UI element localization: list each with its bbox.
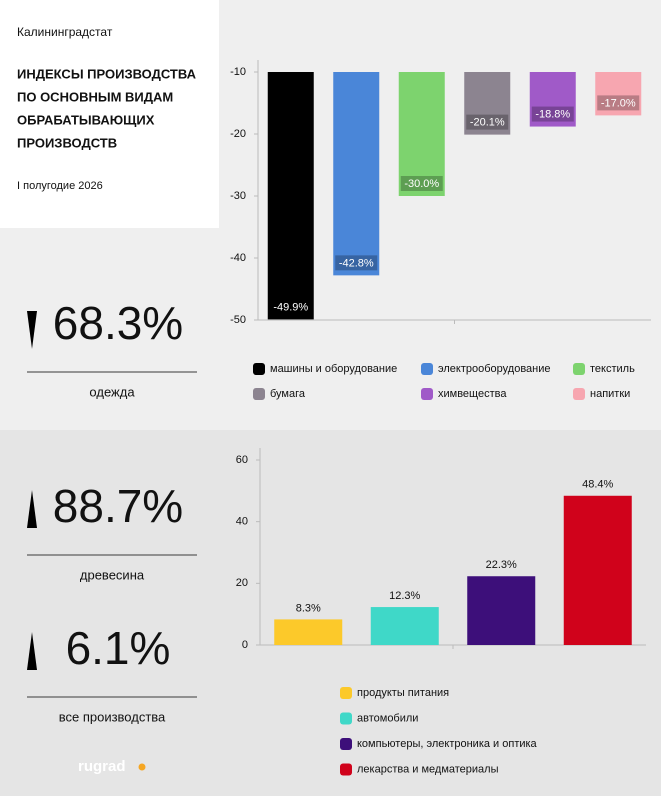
legend-label: химвещества bbox=[438, 388, 507, 400]
title-line: ПО ОСНОВНЫМ ВИДАМ bbox=[17, 89, 173, 104]
trend-arrow bbox=[27, 490, 37, 528]
legend-swatch bbox=[253, 388, 265, 400]
y-tick-label: -50 bbox=[230, 314, 246, 326]
value-label: -30.0% bbox=[404, 178, 439, 190]
y-tick-label: -40 bbox=[230, 252, 246, 264]
y-tick-label: 40 bbox=[236, 516, 248, 528]
bar bbox=[529, 72, 576, 127]
bar bbox=[398, 72, 445, 196]
legend-swatch bbox=[340, 712, 352, 725]
value-label: -17.0% bbox=[601, 97, 636, 109]
legend-swatch bbox=[421, 363, 433, 375]
bar bbox=[267, 72, 314, 320]
legend-label: бумага bbox=[270, 388, 306, 400]
title-line: ПРОИЗВОДСТВ bbox=[17, 135, 117, 150]
legend-label: машины и оборудование bbox=[270, 363, 397, 375]
bottom-background bbox=[0, 430, 661, 796]
value-label-bg bbox=[597, 95, 640, 111]
value-label: -18.8% bbox=[535, 108, 570, 120]
bar bbox=[464, 72, 511, 135]
value-label: -42.8% bbox=[339, 257, 374, 269]
trend-arrow bbox=[27, 311, 37, 349]
y-tick-label: 60 bbox=[236, 454, 248, 466]
kpi-label: все производства bbox=[59, 709, 166, 724]
period: I полугодие 2026 bbox=[17, 180, 103, 192]
value-label: -49.9% bbox=[273, 301, 308, 313]
bar bbox=[563, 495, 632, 645]
legend-swatch bbox=[340, 687, 352, 699]
kpi-value: 88.7% bbox=[53, 480, 183, 532]
source: Калининградстат bbox=[17, 25, 113, 39]
legend-label: электрооборудование bbox=[438, 363, 551, 375]
bar bbox=[467, 576, 536, 645]
y-tick-label: -30 bbox=[230, 190, 246, 202]
value-label: 8.3% bbox=[296, 602, 321, 614]
legend-label: лекарства и медматериалы bbox=[357, 763, 499, 775]
y-tick-label: -10 bbox=[230, 66, 246, 78]
value-label: 48.4% bbox=[582, 479, 613, 491]
y-tick-label: 0 bbox=[242, 639, 248, 651]
title-line: ОБРАБАТЫВАЮЩИХ bbox=[17, 112, 155, 127]
value-label: -20.1% bbox=[470, 117, 505, 129]
legend-label: текстиль bbox=[590, 363, 635, 375]
legend-label: автомобили bbox=[357, 712, 418, 724]
bar bbox=[370, 607, 439, 645]
legend-swatch bbox=[573, 388, 585, 400]
value-label-bg bbox=[466, 114, 509, 130]
header-panel bbox=[0, 0, 219, 228]
legend-swatch bbox=[253, 363, 265, 375]
kpi-value: 6.1% bbox=[66, 622, 171, 674]
kpi-value: 68.3% bbox=[53, 297, 183, 349]
legend-swatch bbox=[573, 363, 585, 375]
trend-arrow bbox=[27, 632, 37, 670]
value-label: 12.3% bbox=[389, 590, 420, 602]
y-tick-label: -20 bbox=[230, 128, 246, 140]
legend-label: напитки bbox=[590, 388, 630, 400]
logo: rugrad bbox=[78, 758, 126, 775]
value-label: 22.3% bbox=[486, 559, 517, 571]
kpi-label: одежда bbox=[89, 384, 135, 399]
kpi-label: древесина bbox=[80, 567, 145, 582]
title-line: ИНДЕКСЫ ПРОИЗВОДСТВА bbox=[17, 66, 197, 81]
bar bbox=[333, 72, 380, 276]
value-label-bg bbox=[335, 255, 378, 271]
legend-swatch bbox=[421, 388, 433, 400]
legend-swatch bbox=[340, 738, 352, 750]
value-label-bg bbox=[269, 299, 312, 315]
legend-swatch bbox=[340, 763, 352, 776]
logo-dot bbox=[138, 763, 146, 771]
bar bbox=[595, 72, 642, 116]
legend-label: компьютеры, электроника и оптика bbox=[357, 738, 538, 750]
value-label-bg bbox=[531, 106, 574, 122]
legend-label: продукты питания bbox=[357, 687, 449, 699]
value-label-bg bbox=[400, 176, 443, 191]
y-tick-label: 20 bbox=[236, 577, 248, 589]
bar bbox=[274, 619, 343, 645]
